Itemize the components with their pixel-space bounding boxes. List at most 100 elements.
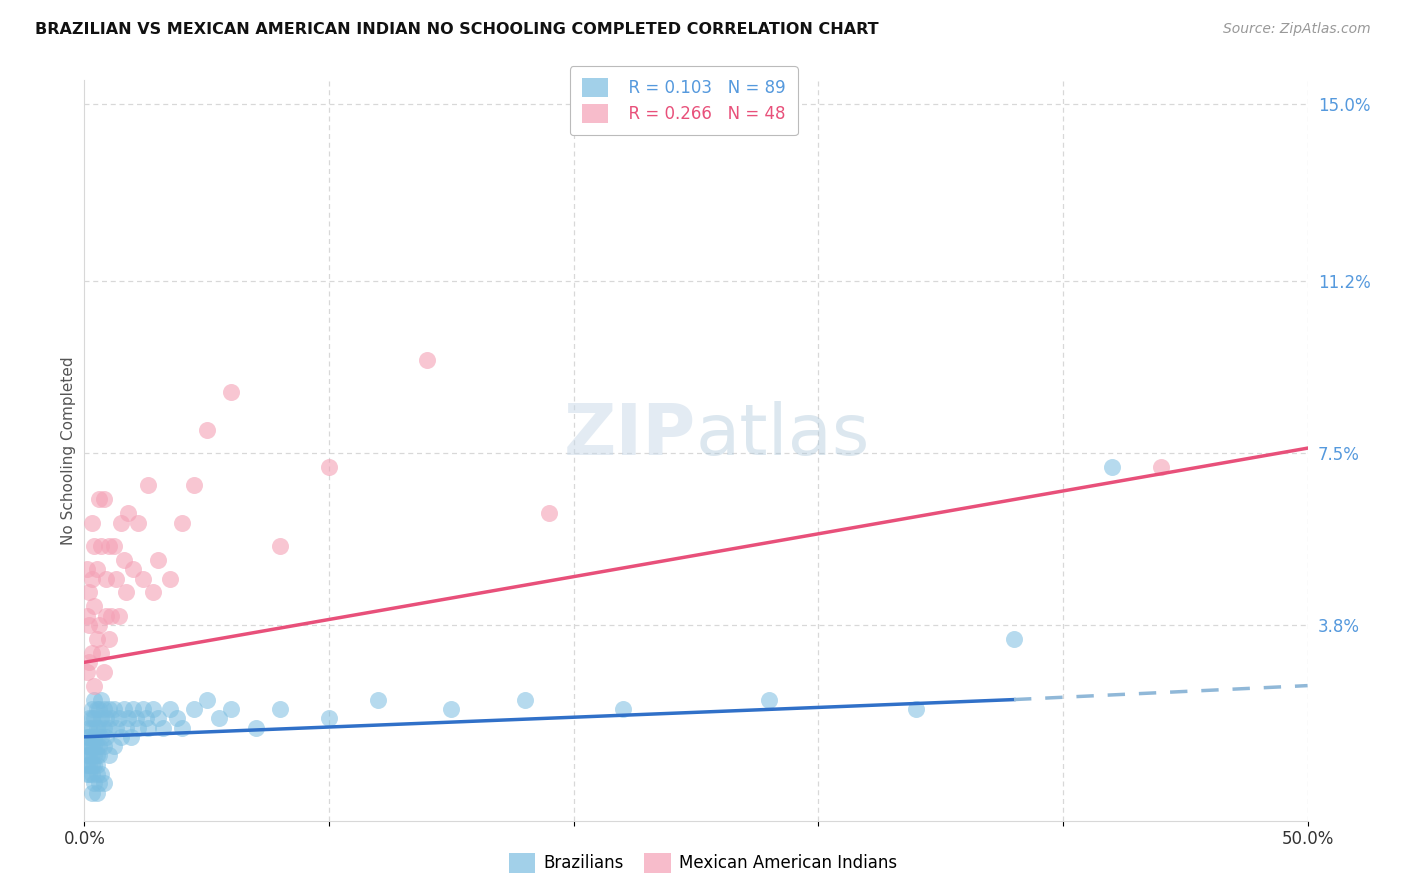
Point	[77, 711, 100, 725]
Point	[76, 767, 98, 781]
Point	[83, 711, 105, 725]
Point	[83, 692, 105, 706]
Point	[146, 553, 169, 567]
Point	[86, 562, 108, 576]
Text: BRAZILIAN VS MEXICAN AMERICAN INDIAN NO SCHOOLING COMPLETED CORRELATION CHART: BRAZILIAN VS MEXICAN AMERICAN INDIAN NO …	[35, 22, 879, 37]
Point	[538, 506, 561, 520]
Point	[93, 739, 115, 753]
Point	[93, 721, 115, 735]
Point	[1101, 459, 1123, 474]
Point	[80, 748, 103, 763]
Point	[80, 767, 103, 781]
Point	[318, 711, 340, 725]
Point	[159, 572, 181, 586]
Point	[195, 692, 218, 706]
Point	[80, 516, 103, 530]
Point	[112, 553, 135, 567]
Point	[115, 721, 138, 735]
Point	[80, 572, 103, 586]
Point	[172, 516, 194, 530]
Point	[142, 702, 165, 716]
Point	[97, 721, 120, 735]
Point	[219, 385, 242, 400]
Point	[87, 748, 110, 763]
Point	[122, 562, 145, 576]
Point	[96, 572, 118, 586]
Point	[93, 776, 115, 790]
Point	[97, 702, 120, 716]
Point	[195, 423, 218, 437]
Point	[77, 721, 100, 735]
Point	[105, 721, 128, 735]
Point	[110, 516, 132, 530]
Point	[90, 646, 112, 660]
Point	[77, 730, 100, 744]
Point	[172, 721, 194, 735]
Point	[905, 702, 928, 716]
Point	[97, 539, 120, 553]
Point	[80, 711, 103, 725]
Point	[80, 786, 103, 800]
Point	[86, 757, 108, 772]
Point	[86, 748, 108, 763]
Point	[152, 721, 174, 735]
Point	[107, 711, 129, 725]
Point	[87, 492, 110, 507]
Point	[110, 730, 132, 744]
Point	[77, 767, 100, 781]
Point	[612, 702, 634, 716]
Point	[367, 692, 389, 706]
Point	[96, 711, 118, 725]
Point	[103, 702, 125, 716]
Point	[86, 721, 108, 735]
Point	[80, 757, 103, 772]
Text: atlas: atlas	[696, 401, 870, 470]
Point	[76, 562, 98, 576]
Point	[80, 702, 103, 716]
Point	[269, 702, 291, 716]
Point	[132, 572, 155, 586]
Point	[93, 492, 115, 507]
Point	[219, 702, 242, 716]
Point	[76, 665, 98, 679]
Point	[1150, 459, 1173, 474]
Point	[96, 730, 118, 744]
Point	[183, 702, 205, 716]
Point	[142, 585, 165, 599]
Point	[86, 739, 108, 753]
Point	[159, 702, 181, 716]
Point	[513, 692, 536, 706]
Point	[1002, 632, 1025, 646]
Point	[100, 608, 122, 623]
Point	[83, 739, 105, 753]
Text: Source: ZipAtlas.com: Source: ZipAtlas.com	[1223, 22, 1371, 37]
Point	[76, 748, 98, 763]
Point	[77, 757, 100, 772]
Point	[83, 599, 105, 614]
Point	[136, 478, 159, 492]
Point	[86, 702, 108, 716]
Point	[245, 721, 267, 735]
Point	[122, 702, 145, 716]
Text: ZIP: ZIP	[564, 401, 696, 470]
Point	[76, 608, 98, 623]
Point	[90, 692, 112, 706]
Point	[87, 702, 110, 716]
Point	[93, 702, 115, 716]
Point	[146, 711, 169, 725]
Point	[80, 721, 103, 735]
Point	[135, 711, 157, 725]
Y-axis label: No Schooling Completed: No Schooling Completed	[60, 356, 76, 545]
Point	[83, 757, 105, 772]
Point	[83, 776, 105, 790]
Point	[416, 352, 439, 367]
Point	[87, 739, 110, 753]
Point	[166, 711, 188, 725]
Point	[97, 632, 120, 646]
Point	[83, 679, 105, 693]
Point	[93, 665, 115, 679]
Point	[77, 585, 100, 599]
Point	[97, 748, 120, 763]
Point	[80, 646, 103, 660]
Point	[90, 539, 112, 553]
